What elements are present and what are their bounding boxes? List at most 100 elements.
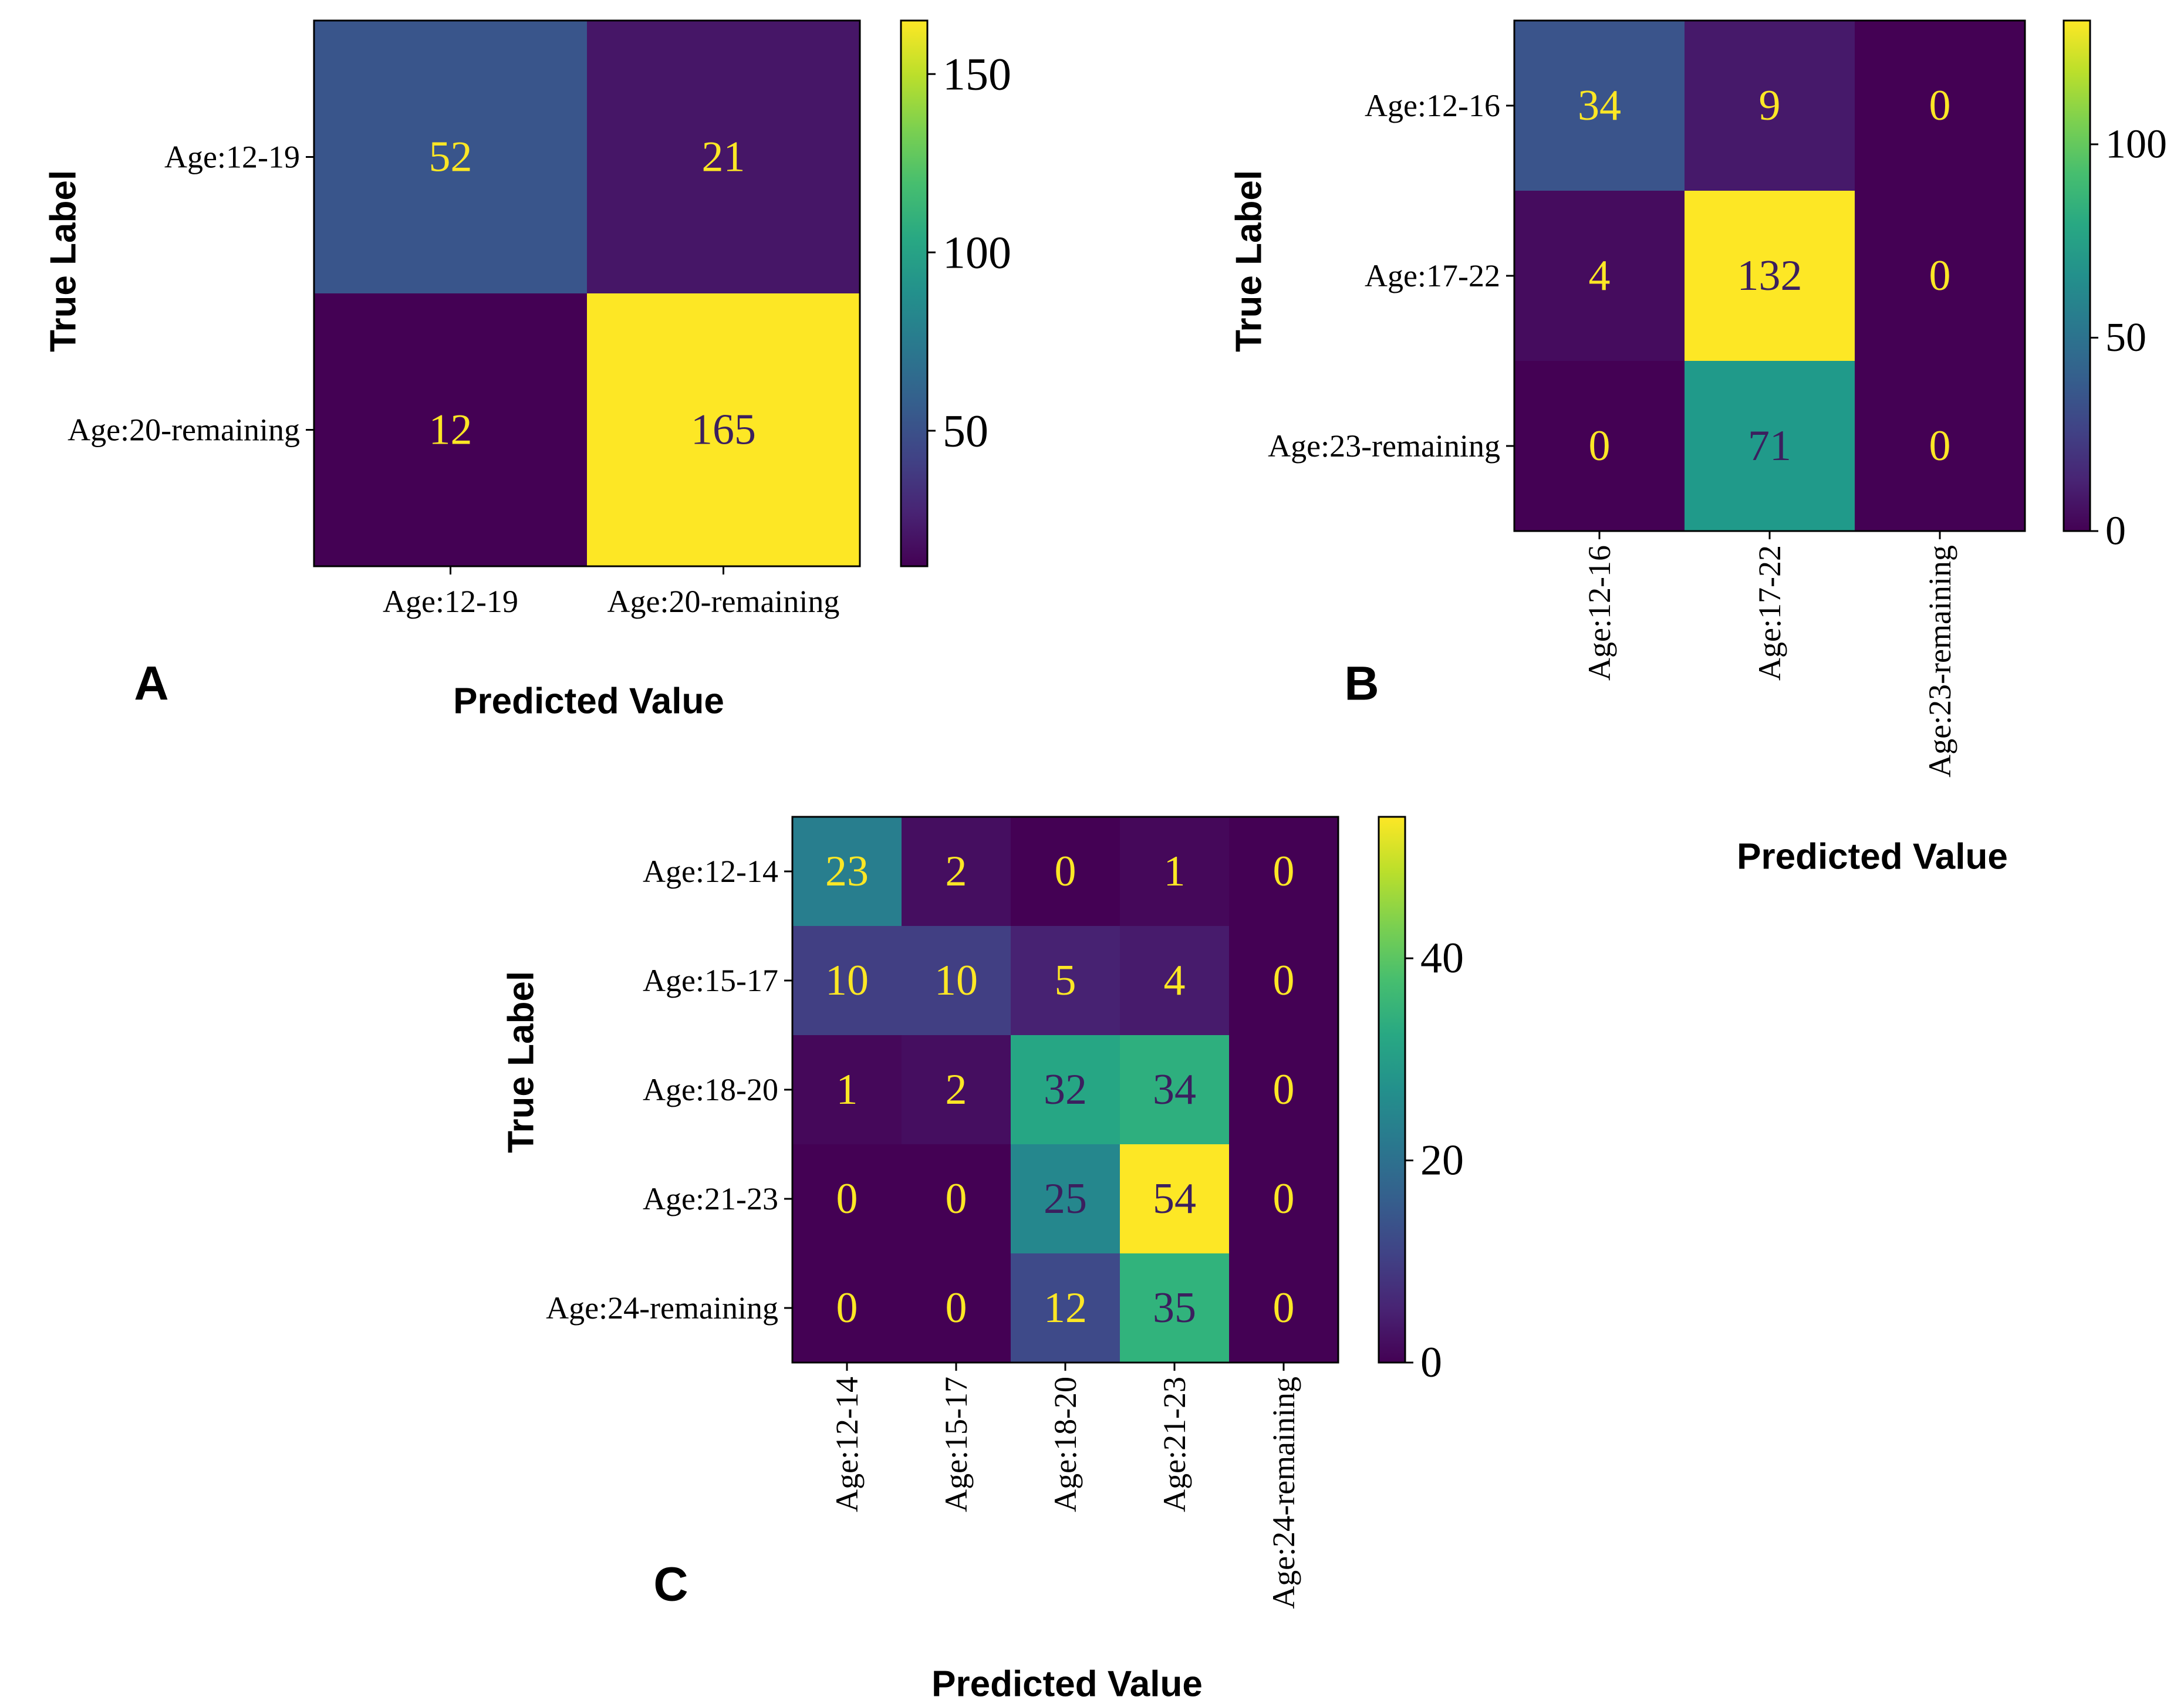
cell-value-label: 12 — [1044, 1284, 1087, 1332]
cell-value-label: 0 — [1055, 847, 1076, 895]
cell-value-label: 34 — [1153, 1066, 1196, 1114]
panel-label: C — [653, 1558, 688, 1611]
heatmap-cell — [902, 1035, 1011, 1144]
cell-value-label: 52 — [429, 133, 472, 181]
x-tick-label: Age:24-remaining — [1266, 1377, 1301, 1609]
y-tick-label: Age:12-14 — [643, 854, 778, 889]
heatmap-cell — [1229, 817, 1338, 926]
colorbar-tick-label: 50 — [943, 405, 988, 457]
heatmap-cell — [902, 817, 1011, 926]
colorbar-tick-label: 0 — [2105, 509, 2126, 554]
colorbar-tick-label: 100 — [2105, 121, 2167, 167]
heatmap-cell — [1120, 1035, 1229, 1144]
y-axis-title: True Label — [501, 971, 542, 1153]
colorbar-tick-label: 20 — [1420, 1137, 1464, 1185]
heatmap-cell — [1685, 361, 1855, 531]
cell-value-label: 9 — [1759, 82, 1781, 130]
y-axis-title: True Label — [43, 170, 84, 352]
colorbar — [2063, 19, 2091, 532]
cell-value-label: 12 — [429, 406, 472, 454]
cell-value-label: 0 — [1273, 956, 1295, 1005]
heatmap-cell — [1011, 1144, 1120, 1253]
panel-b: 34 9 0 4 132 0 0 71 0 Age:12-16 Age:17-22 Age:23-re… — [1229, 19, 2167, 877]
y-tick-label: Age:12-19 — [164, 140, 300, 175]
heatmap-cell — [1685, 21, 1855, 191]
y-tick-label: Age:21-23 — [643, 1181, 778, 1216]
cell-value-label: 54 — [1153, 1175, 1196, 1223]
y-tick-label: Age:12-16 — [1365, 88, 1500, 123]
heatmap-cell — [1011, 926, 1120, 1035]
cell-value-label: 0 — [946, 1175, 967, 1223]
heatmap-cell — [902, 1253, 1011, 1363]
x-axis-title: Predicted Value — [453, 681, 724, 722]
y-tick-label: Age:15-17 — [643, 963, 778, 998]
heatmap-cell — [792, 1035, 902, 1144]
colorbar-tick-label: 150 — [943, 49, 1011, 100]
heatmap-cell — [587, 21, 860, 293]
heatmap-cell — [1011, 1035, 1120, 1144]
x-tick-label: Age:23-remaining — [1922, 545, 1957, 778]
heatmap-cell — [1229, 1035, 1338, 1144]
y-tick-label: Age:23-remaining — [1268, 428, 1500, 464]
colorbar-tick-label: 100 — [943, 227, 1011, 278]
heatmap-cell — [792, 1144, 902, 1253]
matrix-frame — [313, 19, 861, 567]
heatmap-cell — [902, 1144, 1011, 1253]
heatmap-cell — [1120, 1144, 1229, 1253]
cell-value-label: 0 — [836, 1175, 858, 1223]
cell-value-label: 10 — [825, 956, 869, 1005]
heatmap-cell — [792, 926, 902, 1035]
x-tick-label: Age:12-19 — [383, 584, 518, 619]
x-tick-label: Age:17-22 — [1752, 545, 1787, 681]
cell-value-label: 0 — [1589, 422, 1611, 470]
heatmap-cell — [587, 293, 860, 566]
cell-value-label: 0 — [1929, 82, 1951, 130]
cell-value-label: 5 — [1055, 956, 1076, 1005]
heatmap-cell — [1855, 361, 2025, 531]
cell-value-label: 0 — [1929, 252, 1951, 300]
heatmap-cell — [1120, 817, 1229, 926]
heatmap-cell — [1011, 1253, 1120, 1363]
heatmap-cell — [314, 21, 587, 293]
x-tick-label: Age:12-16 — [1582, 545, 1617, 681]
cell-value-label: 165 — [691, 406, 756, 454]
heatmap-cell — [792, 1253, 902, 1363]
cell-value-label: 21 — [702, 133, 745, 181]
heatmap-cell — [1011, 817, 1120, 926]
cell-value-label: 132 — [1737, 252, 1802, 300]
x-tick-label: Age:12-14 — [829, 1377, 865, 1512]
cell-value-label: 34 — [1578, 82, 1621, 130]
cell-value-label: 2 — [946, 847, 967, 895]
y-tick-label: Age:18-20 — [643, 1072, 778, 1107]
cell-value-label: 4 — [1164, 956, 1186, 1005]
heatmap-cell — [1855, 191, 2025, 361]
panel-c: 23 2 0 1 010 10 5 4 01 2 32 34 00 0 25 54 00 0 12 35 0Age:12… — [501, 816, 1464, 1705]
y-tick-label: Age:20-remaining — [67, 413, 300, 448]
heatmap-cell — [792, 817, 902, 926]
x-axis-title: Predicted Value — [1737, 837, 2008, 877]
heatmap-cell — [1514, 21, 1685, 191]
heatmap-cell — [1229, 1253, 1338, 1363]
cell-value-label: 32 — [1044, 1066, 1087, 1114]
heatmap-cell — [1120, 1253, 1229, 1363]
cell-value-label: 0 — [1273, 1175, 1295, 1223]
cell-value-label: 0 — [1273, 1284, 1295, 1332]
colorbar-tick-label: 50 — [2105, 315, 2146, 360]
cell-value-label: 0 — [836, 1284, 858, 1332]
cell-value-label: 0 — [1929, 422, 1951, 470]
y-tick-label: Age:17-22 — [1365, 258, 1500, 293]
heatmap-cell — [1855, 21, 2025, 191]
cell-value-label: 35 — [1153, 1284, 1196, 1332]
heatmap-cell — [1514, 191, 1685, 361]
colorbar — [900, 19, 929, 567]
panel-a: 52 21 12 165 Age:12-19 Age:20-remaining Age:12… — [43, 19, 1011, 722]
x-tick-label: Age:15-17 — [939, 1377, 974, 1512]
heatmap-cell — [1685, 191, 1855, 361]
colorbar-tick-label: 40 — [1420, 934, 1464, 982]
panel-label: A — [134, 657, 168, 711]
cell-value-label: 71 — [1748, 422, 1791, 470]
y-tick-label: Age:24-remaining — [546, 1290, 778, 1326]
x-tick-label: Age:18-20 — [1048, 1377, 1083, 1512]
heatmap-cell — [1514, 361, 1685, 531]
